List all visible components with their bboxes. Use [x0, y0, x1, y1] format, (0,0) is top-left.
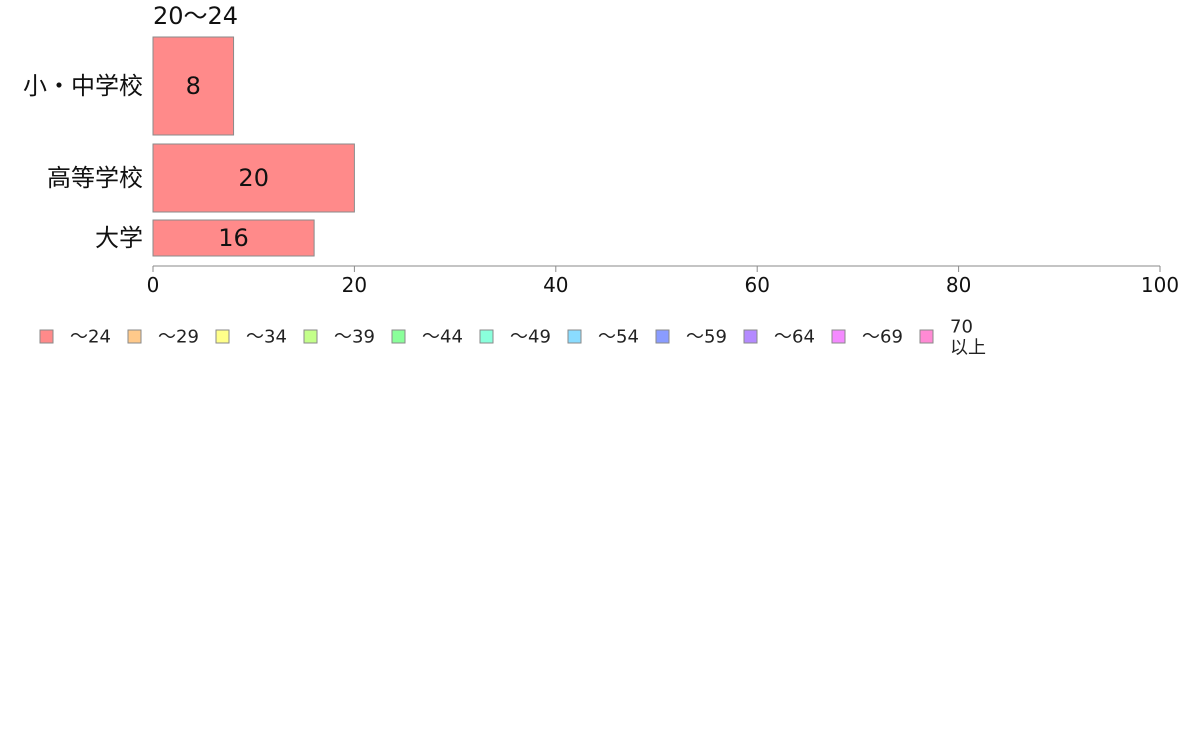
legend-swatch — [215, 329, 230, 344]
x-tick-label: 60 — [744, 273, 769, 297]
category-label: 大学 — [95, 224, 143, 252]
chart-title: 20〜24 — [153, 2, 238, 30]
legend-label: 〜54 — [598, 327, 639, 348]
x-tick-label: 40 — [543, 273, 568, 297]
legend-swatch — [655, 329, 670, 344]
legend-swatch — [831, 329, 846, 344]
legend-label: 〜44 — [422, 327, 463, 348]
category-label: 高等学校 — [47, 164, 143, 192]
category-label: 小・中学校 — [23, 72, 143, 100]
legend-label: 〜64 — [774, 327, 815, 348]
x-axis: 0 20 40 60 80 100 — [147, 265, 1179, 297]
x-tick-label: 20 — [342, 273, 367, 297]
legend-label: 〜59 — [686, 327, 727, 348]
legend-label: 〜49 — [510, 327, 551, 348]
legend-label: 〜34 — [246, 327, 287, 348]
x-tick-label: 100 — [1141, 273, 1179, 297]
legend-swatch — [391, 329, 406, 344]
legend-label: 70 以上 — [950, 316, 986, 358]
bar-value-label: 16 — [218, 224, 249, 252]
legend-label: 〜24 — [70, 327, 111, 348]
x-tick-label: 80 — [946, 273, 971, 297]
legend-swatch — [127, 329, 142, 344]
legend-label: 〜29 — [158, 327, 199, 348]
bar-value-label: 20 — [238, 164, 269, 192]
legend-swatch — [567, 329, 582, 344]
bar-segment — [152, 219, 315, 257]
legend-swatch — [39, 329, 54, 344]
legend-label: 〜39 — [334, 327, 375, 348]
bar-segment — [152, 36, 235, 136]
legend-label: 〜69 — [862, 327, 903, 348]
bar-segment — [152, 143, 355, 213]
bars-group: 小・中学校 8 高等学校 20 大学 16 — [23, 36, 355, 257]
legend: 〜24 〜29 〜34 〜39 〜44 〜49 〜54 〜59 〜64 〜69 70 以上 — [39, 316, 986, 358]
bar-value-label: 8 — [186, 72, 201, 100]
legend-swatch — [303, 329, 318, 344]
legend-swatch — [919, 329, 934, 344]
x-tick-label: 0 — [147, 273, 160, 297]
legend-swatch — [743, 329, 758, 344]
legend-swatch — [479, 329, 494, 344]
